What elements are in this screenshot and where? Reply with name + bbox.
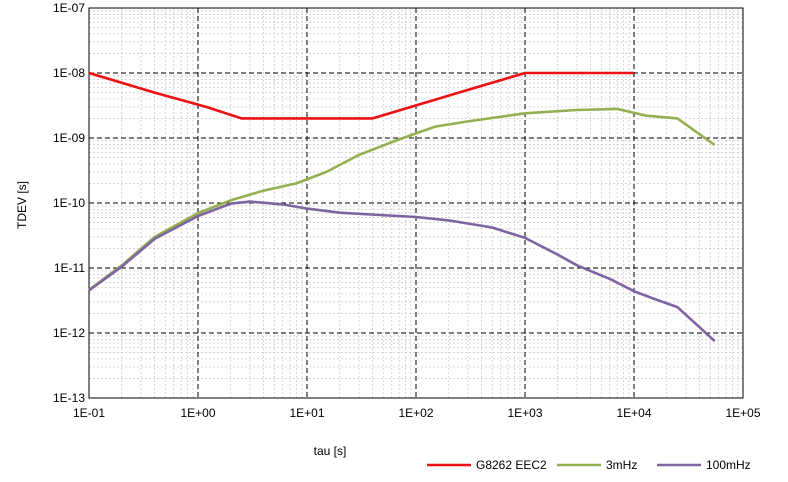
- x-tick-label: 1E-01: [73, 406, 105, 420]
- series-line-3mhz: [88, 107, 716, 291]
- y-tick-label: 1E-09: [53, 131, 85, 145]
- x-axis-title: tau [s]: [314, 444, 347, 458]
- plot-area-frame: [88, 7, 744, 399]
- series-line-100mhz: [88, 200, 716, 343]
- legend-label-100mhz: 100mHz: [706, 458, 751, 472]
- x-axis-ticks: 1E-01 1E+00 1E+01 1E+02 1E+03 1E+04 1E+05: [73, 406, 761, 420]
- series-lines: [88, 71, 716, 343]
- y-axis-title: TDEV [s]: [15, 181, 29, 229]
- y-tick-label: 1E-11: [54, 261, 85, 275]
- x-tick-label: 1E+01: [289, 406, 324, 420]
- x-tick-label: 1E+02: [398, 406, 433, 420]
- legend: G8262 EEC2 3mHz 100mHz: [427, 458, 751, 472]
- legend-label-3mhz: 3mHz: [606, 458, 637, 472]
- y-tick-label: 1E-12: [53, 326, 85, 340]
- x-tick-label: 1E+05: [725, 406, 760, 420]
- y-axis-ticks: 1E-13 1E-12 1E-11 1E-10 1E-09 1E-08 1E-07: [53, 1, 85, 405]
- x-tick-label: 1E+00: [180, 406, 215, 420]
- y-tick-label: 1E-10: [53, 196, 85, 210]
- y-tick-label: 1E-07: [53, 1, 85, 15]
- x-tick-label: 1E+03: [507, 406, 542, 420]
- legend-label-g8262-eec2: G8262 EEC2: [476, 458, 547, 472]
- y-tick-label: 1E-08: [53, 66, 85, 80]
- major-gridlines: [88, 7, 744, 399]
- y-tick-label: 1E-13: [53, 391, 85, 405]
- series-line-g8262-eec2: [88, 71, 634, 120]
- x-tick-label: 1E+04: [616, 406, 651, 420]
